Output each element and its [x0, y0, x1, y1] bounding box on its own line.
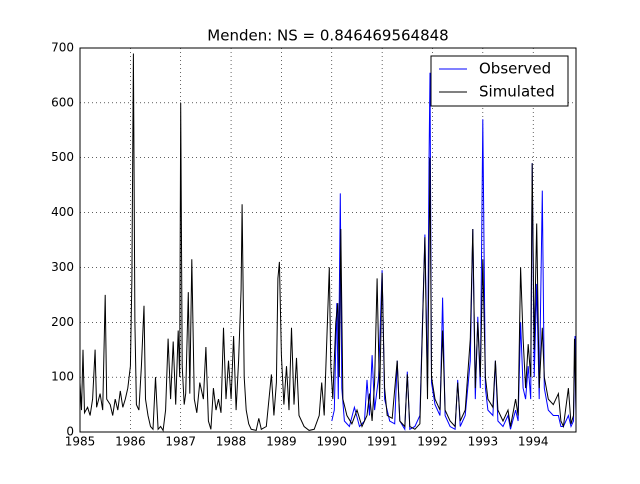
- y-tick-label: 600: [51, 95, 74, 109]
- x-tick-label: 1988: [216, 435, 247, 449]
- legend-box: [430, 55, 569, 107]
- y-tick-label: 500: [51, 150, 74, 164]
- x-tick-label: 1992: [417, 435, 448, 449]
- y-tick-label: 100: [51, 370, 74, 384]
- x-tick-label: 1985: [65, 435, 96, 449]
- y-tick-label: 400: [51, 205, 74, 219]
- data-line: [79, 53, 577, 432]
- plot-frame: [79, 47, 577, 433]
- y-tick-label: 700: [51, 41, 74, 55]
- y-tick-label: 0: [66, 425, 74, 439]
- x-tick-label: 1994: [518, 435, 549, 449]
- x-tick-label: 1991: [367, 435, 398, 449]
- x-tick-label: 1990: [317, 435, 348, 449]
- legend-label: Simulated: [479, 83, 555, 101]
- x-tick-label: 1987: [165, 435, 196, 449]
- y-tick-label: 300: [51, 260, 74, 274]
- x-tick-label: 1993: [468, 435, 499, 449]
- x-tick-label: 1986: [115, 435, 146, 449]
- x-tick-label: 1989: [266, 435, 297, 449]
- y-tick-label: 200: [51, 315, 74, 329]
- legend-label: Observed: [479, 60, 551, 78]
- chart-title: Menden: NS = 0.846469564848: [207, 27, 448, 45]
